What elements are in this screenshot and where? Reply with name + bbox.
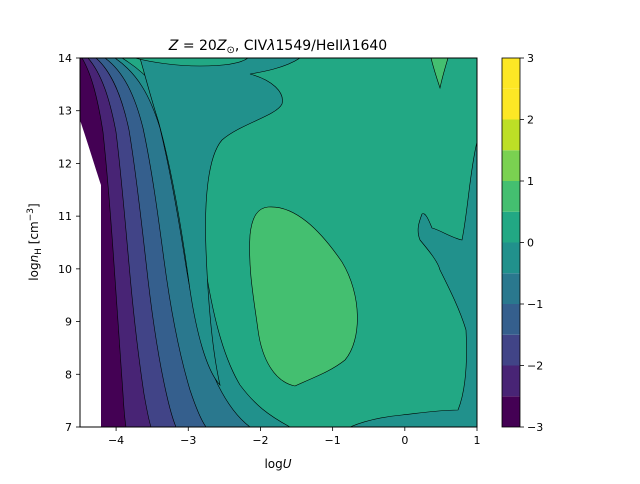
contour-region-top-green	[134, 58, 249, 67]
contour-lobe-upper	[139, 58, 301, 387]
no-data-region	[80, 120, 101, 427]
plot-area	[80, 58, 477, 427]
colorbar-tick-label: 1	[527, 175, 534, 188]
colorbar-segment	[502, 334, 520, 366]
contour-island-green	[249, 206, 358, 387]
colorbar-segment	[502, 365, 520, 397]
colorbar-segment	[502, 396, 520, 427]
y-tick-label: 12	[58, 157, 72, 170]
colorbar-segment	[502, 304, 520, 335]
colorbar-segment	[502, 88, 520, 120]
colorbar-tick-label: −2	[527, 360, 543, 373]
x-axis: −4 −3 −2 −1 0 1	[108, 427, 481, 447]
y-tick-label: 8	[65, 368, 72, 381]
x-tick-label: 1	[474, 434, 481, 447]
colorbar-segment	[502, 273, 520, 304]
y-tick-label: 10	[58, 263, 72, 276]
x-tick-label: −2	[252, 434, 268, 447]
contour-sliver-top	[430, 58, 449, 90]
contour-strip-right	[349, 141, 477, 427]
x-tick-label: −4	[108, 434, 124, 447]
y-tick-label: 13	[58, 105, 72, 118]
colorbar-segment	[502, 119, 520, 151]
y-tick-label: 7	[65, 421, 72, 434]
y-axis-label: lognH [cm−3]	[26, 203, 44, 280]
y-axis: 7 8 9 10 11 12 13 14	[58, 52, 80, 434]
colorbar-segment	[502, 211, 520, 243]
x-tick-label: −3	[180, 434, 196, 447]
colorbar-tick-label: −1	[527, 298, 543, 311]
x-tick-label: 0	[401, 434, 408, 447]
chart-title: Z = 20Z⊙, CIVλ1549/HeIIλ1640	[168, 38, 387, 56]
y-tick-label: 9	[65, 316, 72, 329]
y-tick-label: 14	[58, 52, 72, 65]
colorbar-tick-label: 0	[527, 237, 534, 250]
colorbar-segment	[502, 181, 520, 212]
colorbar-tick-label: −3	[527, 421, 543, 434]
x-axis-label: logU	[264, 457, 291, 471]
plot-frame	[79, 57, 478, 428]
colorbar-tick-label: 2	[527, 114, 534, 127]
x-tick-label: −1	[325, 434, 341, 447]
colorbar-segment	[502, 58, 520, 89]
y-tick-label: 11	[58, 210, 72, 223]
colorbar-segment	[502, 150, 520, 181]
colorbar: −3 −2 −1 0 1 2 3	[501, 52, 543, 434]
colorbar-tick-label: 3	[527, 52, 534, 65]
colorbar-segment	[502, 242, 520, 274]
